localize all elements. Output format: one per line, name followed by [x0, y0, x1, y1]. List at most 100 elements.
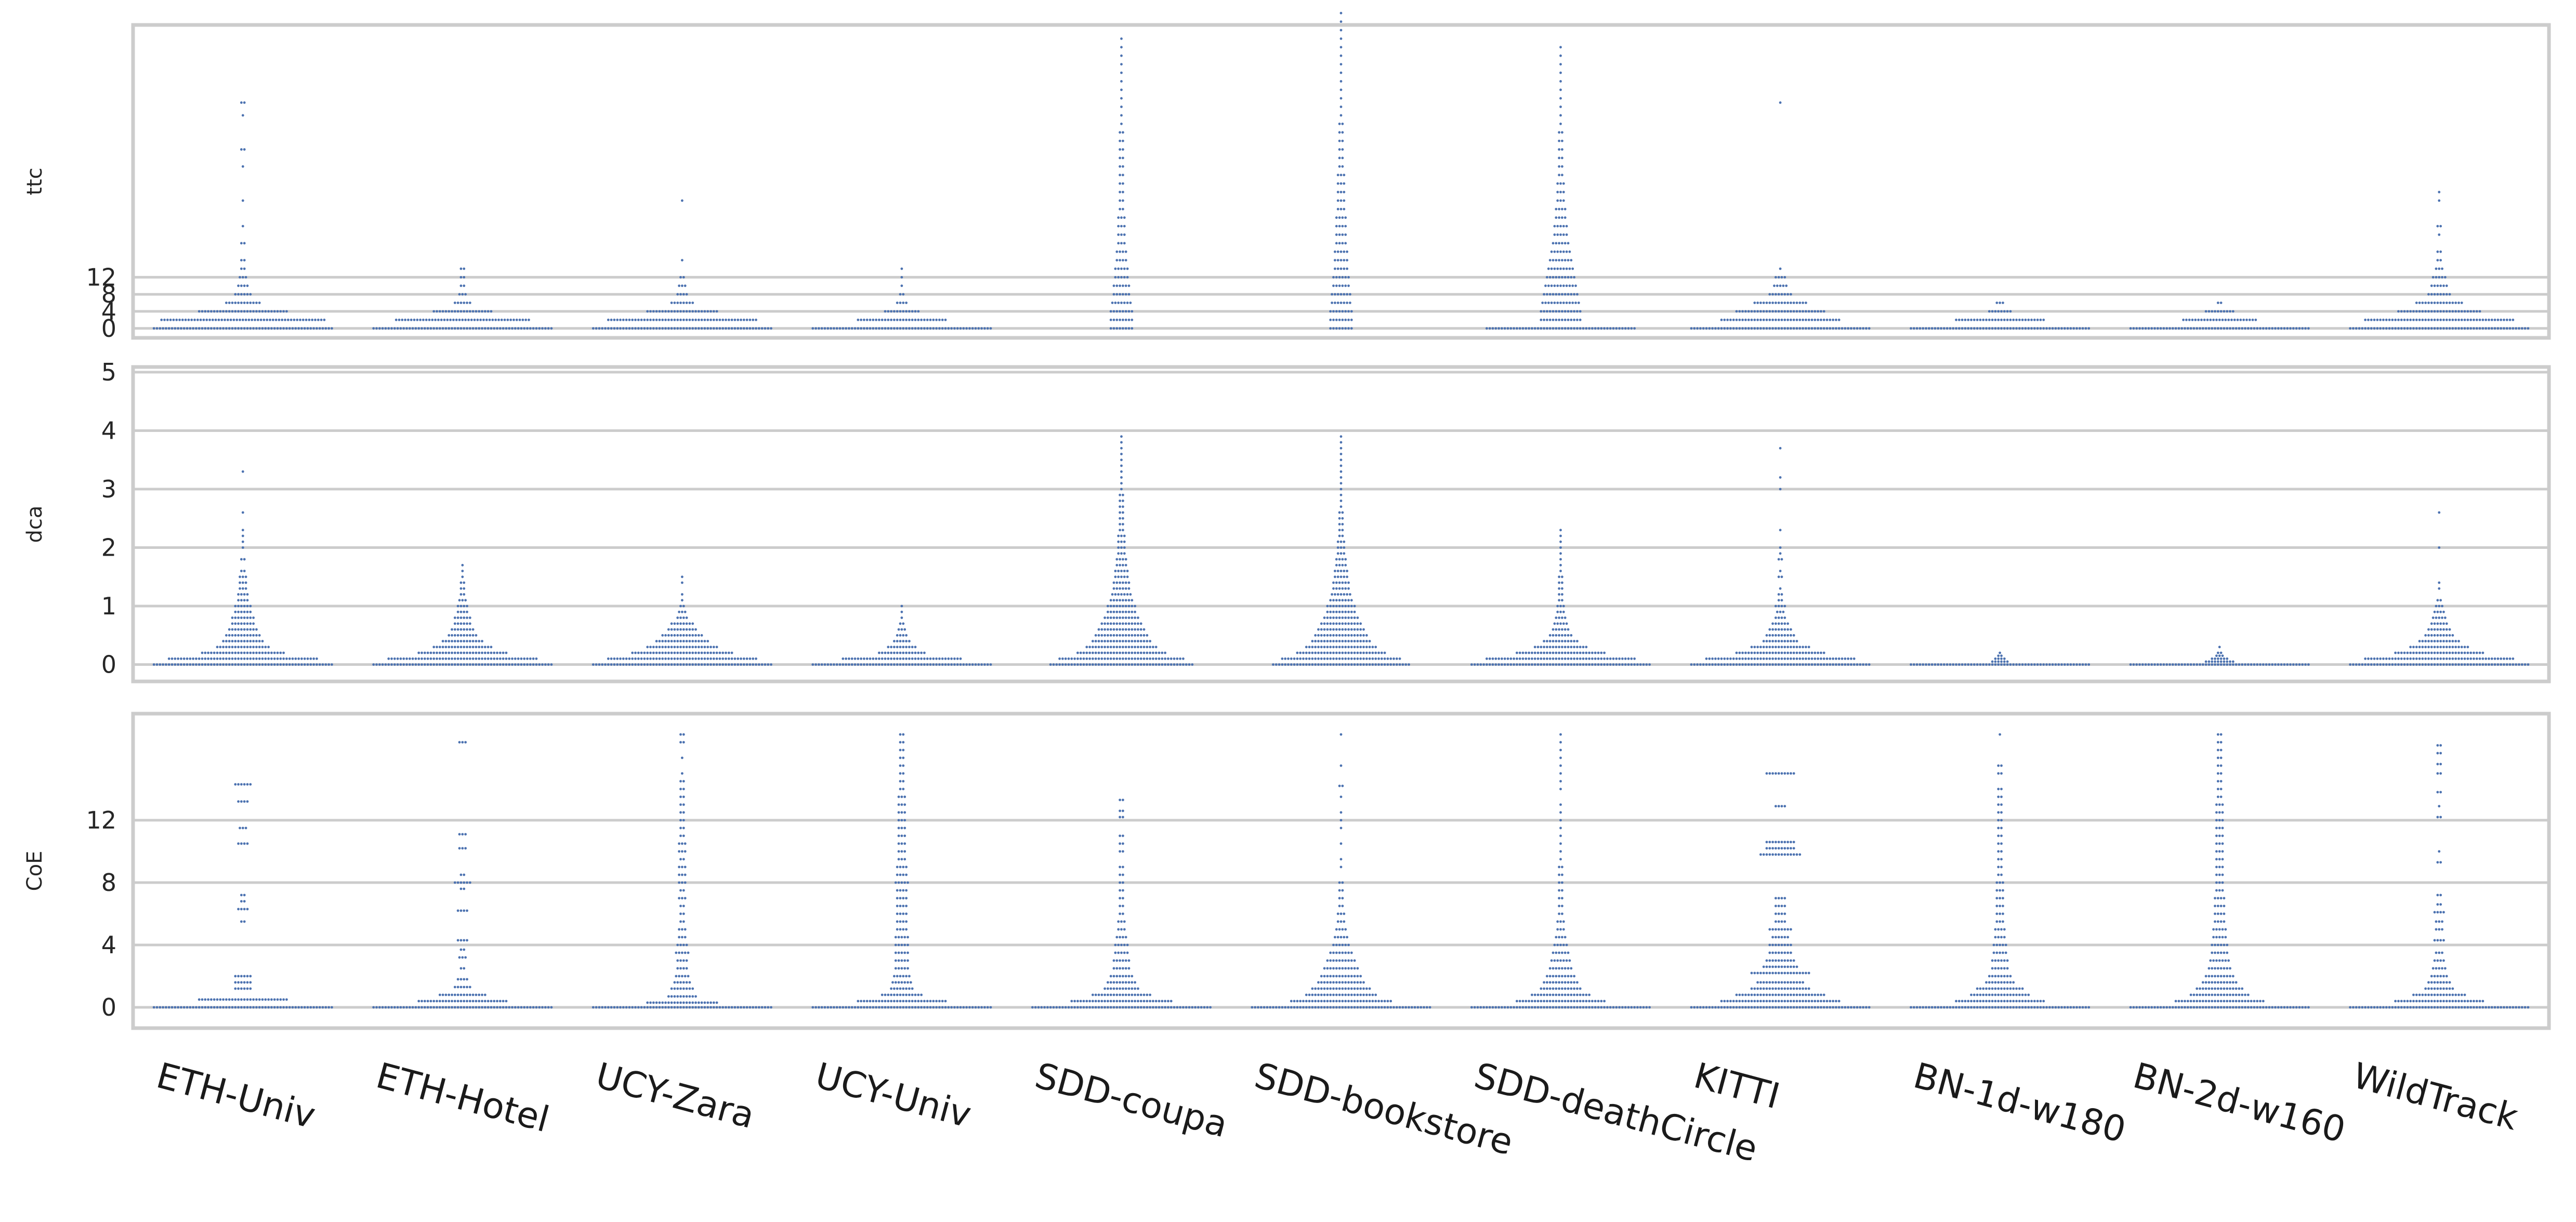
data-point: [2216, 660, 2219, 663]
data-point: [432, 663, 436, 666]
data-point: [613, 327, 616, 330]
data-point: [1775, 634, 1777, 637]
data-point: [2454, 657, 2457, 660]
data-point: [1994, 310, 1997, 313]
data-point: [1339, 293, 1343, 296]
data-point: [1119, 156, 1122, 160]
data-point: [2002, 301, 2004, 304]
data-point: [225, 1006, 228, 1009]
data-point: [742, 327, 745, 330]
data-point: [929, 327, 932, 330]
data-point: [2469, 327, 2472, 330]
data-point: [1344, 981, 1347, 984]
data-point: [869, 327, 872, 330]
data-point: [398, 319, 401, 321]
data-point: [2209, 319, 2212, 321]
data-point: [243, 908, 246, 911]
data-point: [264, 646, 267, 649]
data-point: [682, 622, 685, 625]
data-point: [1555, 216, 1558, 219]
data-point: [1127, 284, 1131, 287]
data-point: [466, 986, 468, 989]
data-point: [727, 663, 730, 666]
data-point: [2421, 651, 2424, 654]
data-point: [222, 310, 225, 313]
data-point: [264, 327, 267, 330]
data-point: [2503, 663, 2505, 666]
data-point: [2048, 327, 2051, 330]
data-point: [709, 651, 712, 654]
swarm-eth-univ: [152, 783, 333, 1009]
data-point: [944, 327, 947, 330]
data-point: [1540, 663, 1543, 666]
data-point: [1344, 1006, 1347, 1009]
y-tick-label: 0: [101, 314, 116, 343]
data-point: [306, 1006, 309, 1009]
data-point: [1389, 1000, 1392, 1003]
data-point: [453, 327, 456, 330]
data-point: [733, 327, 737, 330]
data-point: [1991, 310, 1994, 313]
data-point: [1765, 646, 1768, 649]
data-point: [1798, 663, 1802, 666]
data-point: [1377, 1000, 1380, 1003]
data-point: [237, 301, 240, 304]
data-point: [2192, 327, 2196, 330]
data-point: [890, 1006, 892, 1009]
data-point: [210, 1006, 213, 1009]
data-point: [865, 327, 869, 330]
data-point: [1100, 657, 1103, 660]
data-point: [1747, 310, 1750, 313]
data-point: [239, 319, 241, 321]
data-point: [1335, 284, 1338, 287]
data-point: [634, 327, 637, 330]
data-point: [2460, 310, 2463, 313]
data-point: [1571, 301, 1574, 304]
data-point: [456, 628, 459, 631]
data-point: [1119, 798, 1122, 801]
data-point: [503, 319, 506, 321]
data-point: [1561, 634, 1563, 637]
data-point: [887, 319, 890, 321]
data-point: [1563, 276, 1567, 279]
data-point: [1341, 558, 1344, 561]
data-point: [1126, 951, 1129, 954]
data-point: [1350, 1006, 1353, 1009]
data-point: [2457, 657, 2460, 660]
data-point: [1362, 1006, 1365, 1009]
data-point: [682, 834, 685, 837]
data-point: [187, 319, 190, 321]
data-point: [1556, 610, 1559, 613]
data-point: [1122, 191, 1124, 193]
data-point: [2221, 654, 2224, 657]
data-point: [1329, 646, 1332, 649]
data-point: [655, 1001, 658, 1004]
data-point: [1164, 663, 1167, 666]
data-point: [1103, 646, 1107, 649]
data-point: [1810, 319, 1813, 321]
data-point: [1115, 640, 1119, 642]
data-point: [1756, 319, 1759, 321]
data-point: [1334, 593, 1336, 596]
data-point: [1120, 276, 1123, 279]
data-point: [755, 657, 757, 660]
data-point: [1146, 657, 1149, 660]
data-point: [1786, 301, 1790, 304]
data-point: [1335, 987, 1338, 990]
data-point: [1188, 1006, 1191, 1009]
data-point: [1112, 657, 1115, 660]
data-point: [234, 663, 237, 666]
data-point: [487, 310, 490, 313]
data-point: [2277, 663, 2280, 666]
data-point: [649, 657, 652, 660]
swarm-sdd-deathcircle: [1486, 46, 1636, 330]
data-point: [1362, 640, 1365, 642]
data-point: [1137, 628, 1139, 631]
data-point: [244, 581, 247, 584]
data-point: [246, 657, 249, 660]
data-point: [703, 310, 706, 313]
data-point: [911, 657, 914, 660]
data-point: [1771, 319, 1775, 321]
data-point: [667, 651, 670, 654]
